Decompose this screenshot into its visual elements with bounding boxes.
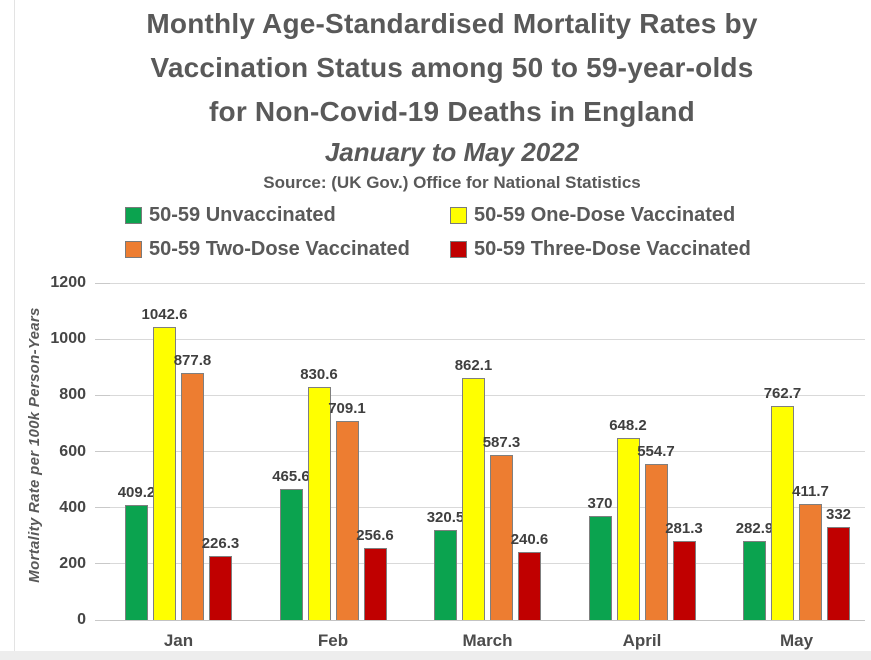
bar-feb-50-59-unvaccinated xyxy=(279,489,303,620)
y-axis-tick-mark xyxy=(95,507,110,509)
legend-label: 50-59 Unvaccinated xyxy=(149,204,336,226)
chart-source-note: Source: (UK Gov.) Office for National St… xyxy=(263,173,641,192)
data-label-may-50-59-unvaccinated: 282.9 xyxy=(735,519,774,537)
y-axis-tick-label: 600 xyxy=(59,442,86,460)
data-label-jan-50-59-one-dose-vaccinated: 1042.6 xyxy=(141,306,188,324)
y-axis-tick-label: 0 xyxy=(77,611,86,628)
x-axis-label-feb: Feb xyxy=(317,631,349,650)
y-axis-tick-mark xyxy=(95,451,110,452)
legend-swatch-icon xyxy=(125,206,142,224)
x-axis-line xyxy=(110,620,865,621)
data-label-march-50-59-one-dose-vaccinated: 862.1 xyxy=(454,356,493,374)
chart-header: Monthly Age-Standardised Mortality Rates… xyxy=(28,2,871,195)
legend-swatch-icon xyxy=(125,240,142,258)
data-label-may-50-59-one-dose-vaccinated: 762.7 xyxy=(763,384,802,402)
legend-item-50-59-unvaccinated: 50-59 Unvaccinated xyxy=(125,204,336,226)
page-bottom-edge-strip xyxy=(0,651,871,660)
y-axis-tick-label: 1200 xyxy=(50,274,86,291)
y-axis-tick-label: 800 xyxy=(59,386,86,404)
data-label-march-50-59-unvaccinated: 320.5 xyxy=(426,508,465,526)
bar-may-50-59-two-dose-vaccinated xyxy=(799,504,822,620)
y-axis-tick-mark xyxy=(95,619,110,621)
y-gridline-600 xyxy=(110,451,865,452)
chart-title-line-1: Monthly Age-Standardised Mortality Rates… xyxy=(146,8,758,39)
data-label-feb-50-59-three-dose-vaccinated: 256.6 xyxy=(356,526,394,544)
chart-title-line-2: Vaccination Status among 50 to 59-year-o… xyxy=(150,52,754,83)
y-gridline-800 xyxy=(110,394,865,396)
bar-april-50-59-three-dose-vaccinated xyxy=(672,541,696,620)
x-axis-label-april: April xyxy=(622,631,662,650)
legend-item-50-59-one-dose-vaccinated: 50-59 One-Dose Vaccinated xyxy=(450,204,735,226)
data-label-may-50-59-three-dose-vaccinated: 332 xyxy=(825,505,852,523)
bar-jan-50-59-unvaccinated xyxy=(125,505,148,620)
y-axis-tick-mark xyxy=(95,563,110,565)
legend-swatch-icon xyxy=(450,240,467,258)
y-axis-tick-mark xyxy=(95,338,110,340)
bar-march-50-59-three-dose-vaccinated xyxy=(518,552,541,620)
data-label-jan-50-59-three-dose-vaccinated: 226.3 xyxy=(201,535,240,553)
data-label-april-50-59-one-dose-vaccinated: 648.2 xyxy=(609,416,647,434)
bar-april-50-59-one-dose-vaccinated xyxy=(616,437,640,620)
data-label-april-50-59-two-dose-vaccinated: 554.7 xyxy=(637,443,675,461)
y-axis-tick-mark xyxy=(95,394,110,396)
chart-subtitle: January to May 2022 xyxy=(324,137,580,167)
y-gridline-400 xyxy=(110,507,865,509)
data-label-march-50-59-three-dose-vaccinated: 240.6 xyxy=(510,531,549,549)
bar-jan-50-59-two-dose-vaccinated xyxy=(181,373,204,620)
y-axis-tick-label: 200 xyxy=(59,554,86,572)
bar-march-50-59-two-dose-vaccinated xyxy=(490,455,513,620)
bar-jan-50-59-three-dose-vaccinated xyxy=(209,556,232,620)
legend-label: 50-59 One-Dose Vaccinated xyxy=(474,204,736,226)
legend-swatch-icon xyxy=(450,206,467,224)
bar-march-50-59-one-dose-vaccinated xyxy=(462,377,485,620)
x-axis-label-jan: Jan xyxy=(163,631,194,650)
legend-label: 50-59 Three-Dose Vaccinated xyxy=(474,238,751,260)
chart-title-line-3: for Non-Covid-19 Deaths in England xyxy=(209,96,695,127)
data-label-feb-50-59-one-dose-vaccinated: 830.6 xyxy=(300,365,338,383)
x-axis-label-may: May xyxy=(779,631,814,650)
legend-item-50-59-two-dose-vaccinated: 50-59 Two-Dose Vaccinated xyxy=(125,238,410,260)
y-axis-tick-label: 1000 xyxy=(50,330,86,348)
bar-may-50-59-unvaccinated xyxy=(743,540,766,620)
bar-april-50-59-unvaccinated xyxy=(588,516,612,620)
bar-feb-50-59-one-dose-vaccinated xyxy=(307,386,331,620)
bar-feb-50-59-two-dose-vaccinated xyxy=(335,420,359,620)
data-label-april-50-59-unvaccinated: 370 xyxy=(587,495,613,513)
y-gridline-200 xyxy=(110,563,865,565)
bar-may-50-59-three-dose-vaccinated xyxy=(827,526,850,620)
y-axis-tick-mark xyxy=(95,282,110,284)
legend-item-50-59-three-dose-vaccinated: 50-59 Three-Dose Vaccinated xyxy=(450,238,751,260)
data-label-feb-50-59-two-dose-vaccinated: 709.1 xyxy=(328,399,366,417)
bar-feb-50-59-three-dose-vaccinated xyxy=(363,547,387,620)
y-gridline-1000 xyxy=(110,338,865,340)
data-label-april-50-59-three-dose-vaccinated: 281.3 xyxy=(665,520,703,537)
data-label-may-50-59-two-dose-vaccinated: 411.7 xyxy=(792,483,829,501)
legend-label: 50-59 Two-Dose Vaccinated xyxy=(149,238,410,260)
data-label-jan-50-59-unvaccinated: 409.2 xyxy=(117,484,156,502)
bar-april-50-59-two-dose-vaccinated xyxy=(644,464,668,620)
bar-may-50-59-one-dose-vaccinated xyxy=(771,405,794,620)
data-label-jan-50-59-two-dose-vaccinated: 877.8 xyxy=(173,352,212,370)
data-label-feb-50-59-unvaccinated: 465.6 xyxy=(272,468,310,486)
bar-march-50-59-unvaccinated xyxy=(434,529,457,620)
bar-jan-50-59-one-dose-vaccinated xyxy=(153,327,176,620)
y-axis-tick-label: 400 xyxy=(59,498,86,516)
data-label-march-50-59-two-dose-vaccinated: 587.3 xyxy=(482,434,521,452)
page-left-edge-line xyxy=(14,0,15,660)
y-gridline-1200 xyxy=(110,282,865,284)
x-axis-label-march: March xyxy=(462,631,513,650)
chart-legend: 50-59 Unvaccinated 50-59 One-Dose Vaccina… xyxy=(0,0,871,280)
